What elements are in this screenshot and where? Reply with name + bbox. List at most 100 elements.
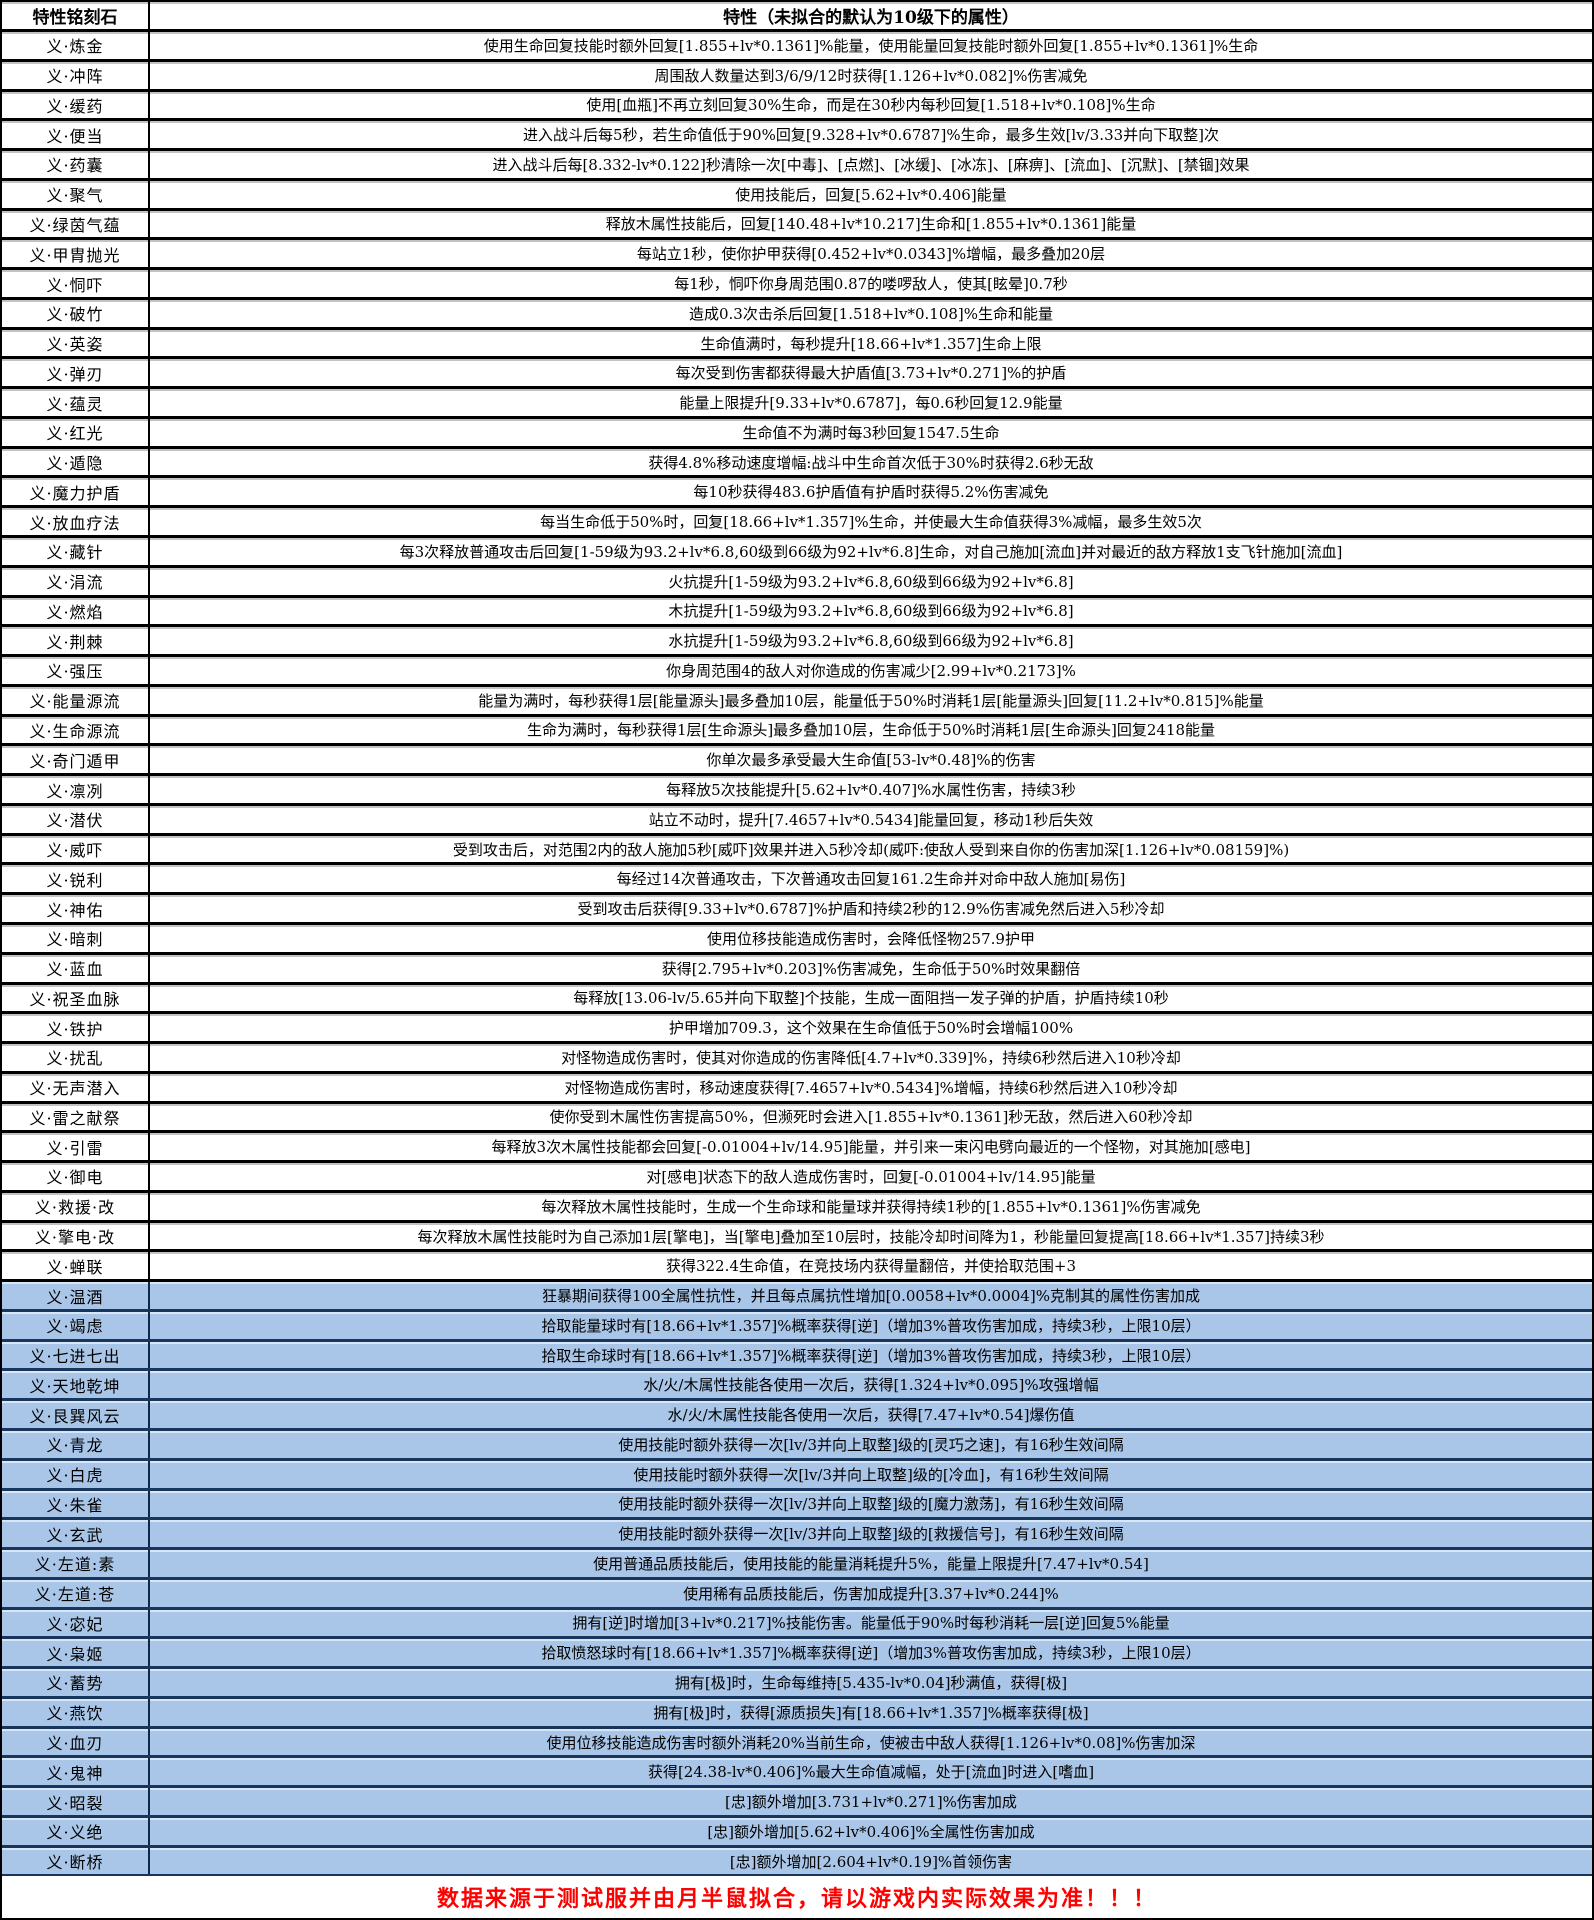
- stone-name-cell[interactable]: 义·藏针: [2, 538, 150, 565]
- stone-name-cell[interactable]: 义·英姿: [2, 329, 150, 357]
- stone-name-cell[interactable]: 义·弹刃: [2, 359, 150, 387]
- trait-desc-cell[interactable]: 水/火/木属性技能各使用一次后，获得[1.324+lv*0.095]%攻强增幅: [150, 1371, 1592, 1398]
- trait-desc-cell[interactable]: 每次受到伤害都获得最大护盾值[3.73+lv*0.271]%的护盾: [150, 359, 1592, 386]
- trait-desc-cell[interactable]: 获得[2.795+lv*0.203]%伤害减免，生命低于50%时效果翻倍: [150, 955, 1592, 982]
- stone-name-cell[interactable]: 义·蓄势: [2, 1669, 150, 1696]
- trait-desc-cell[interactable]: 周围敌人数量达到3/6/9/12时获得[1.126+lv*0.082]%伤害减免: [150, 62, 1592, 89]
- trait-desc-cell[interactable]: 释放木属性技能后，回复[140.48+lv*10.217]生命和[1.855+l…: [150, 211, 1592, 238]
- trait-desc-cell[interactable]: 拾取生命球时有[18.66+lv*1.357]%概率获得[逆]（增加3%普攻伤害…: [150, 1342, 1592, 1369]
- stone-name-cell[interactable]: 义·义绝: [2, 1817, 150, 1845]
- stone-name-cell[interactable]: 义·断桥: [2, 1847, 150, 1875]
- stone-name-cell[interactable]: 义·破竹: [2, 299, 150, 327]
- trait-desc-cell[interactable]: [忠]额外增加[2.604+lv*0.19]%首领伤害: [150, 1848, 1592, 1875]
- stone-name-cell[interactable]: 义·聚气: [2, 180, 150, 208]
- stone-name-cell[interactable]: 义·救援·改: [2, 1192, 150, 1220]
- trait-desc-cell[interactable]: 对怪物造成伤害时，使其对你造成的伤害降低[4.7+lv*0.339]%，持续6秒…: [150, 1044, 1592, 1071]
- stone-name-cell[interactable]: 义·甲胄抛光: [2, 240, 150, 268]
- trait-desc-cell[interactable]: 使用位移技能造成伤害时额外消耗20%当前生命，使被击中敌人获得[1.126+lv…: [150, 1729, 1592, 1756]
- stone-name-cell[interactable]: 义·朱雀: [2, 1490, 150, 1518]
- stone-name-cell[interactable]: 义·蕴灵: [2, 389, 150, 416]
- stone-name-cell[interactable]: 义·暗刺: [2, 924, 150, 952]
- stone-name-cell[interactable]: 义·凛冽: [2, 776, 150, 803]
- stone-name-cell[interactable]: 义·燃焰: [2, 597, 150, 625]
- trait-desc-cell[interactable]: 每10秒获得483.6护盾值有护盾时获得5.2%伤害减免: [150, 478, 1592, 505]
- trait-desc-cell[interactable]: 生命值满时，每秒提升[18.66+lv*1.357]生命上限: [150, 330, 1592, 357]
- trait-desc-cell[interactable]: 获得322.4生命值，在竞技场内获得量翻倍，并使拾取范围+3: [150, 1252, 1592, 1279]
- stone-name-cell[interactable]: 义·扰乱: [2, 1044, 150, 1071]
- stone-name-cell[interactable]: 义·燕饮: [2, 1698, 150, 1726]
- trait-desc-cell[interactable]: 每释放3次木属性技能都会回复[-0.01004+lv/14.95]能量，并引来一…: [150, 1133, 1592, 1160]
- stone-name-cell[interactable]: 义·枭姬: [2, 1639, 150, 1667]
- trait-desc-cell[interactable]: 你单次最多承受最大生命值[53-lv*0.48]%的伤害: [150, 746, 1592, 773]
- stone-name-cell[interactable]: 义·蝉联: [2, 1252, 150, 1280]
- trait-desc-cell[interactable]: 获得[24.38-lv*0.406]%最大生命值减幅，处于[流血]时进入[嗜血]: [150, 1758, 1592, 1785]
- trait-desc-cell[interactable]: 每次释放木属性技能时为自己添加1层[擎电]，当[擎电]叠加至10层时，技能冷却时…: [150, 1223, 1592, 1250]
- header-cell-stone-name[interactable]: 特性铭刻石: [2, 2, 150, 29]
- stone-name-cell[interactable]: 义·左道:素: [2, 1550, 150, 1577]
- trait-desc-cell[interactable]: 获得4.8%移动速度增幅:战斗中生命首次低于30%时获得2.6秒无敌: [150, 449, 1592, 476]
- stone-name-cell[interactable]: 义·放血疗法: [2, 508, 150, 536]
- stone-name-cell[interactable]: 义·缓药: [2, 91, 150, 119]
- stone-name-cell[interactable]: 义·左道:苍: [2, 1579, 150, 1607]
- stone-name-cell[interactable]: 义·恫吓: [2, 270, 150, 297]
- trait-desc-cell[interactable]: 使用技能后，回复[5.62+lv*0.406]能量: [150, 181, 1592, 208]
- trait-desc-cell[interactable]: 使用技能时额外获得一次[lv/3并向上取整]级的[魔力激荡]，有16秒生效间隔: [150, 1491, 1592, 1518]
- stone-name-cell[interactable]: 义·冲阵: [2, 61, 150, 89]
- stone-name-cell[interactable]: 义·绿茵气蕴: [2, 210, 150, 238]
- stone-name-cell[interactable]: 义·涓流: [2, 567, 150, 595]
- trait-desc-cell[interactable]: 每1秒，恫吓你身周范围0.87的喽啰敌人，使其[眩晕]0.7秒: [150, 270, 1592, 297]
- trait-desc-cell[interactable]: 拥有[极]时，获得[源质损失]有[18.66+lv*1.357]%概率获得[极]: [150, 1699, 1592, 1726]
- stone-name-cell[interactable]: 义·擎电·改: [2, 1222, 150, 1250]
- stone-name-cell[interactable]: 义·祝圣血脉: [2, 984, 150, 1012]
- stone-name-cell[interactable]: 义·竭虑: [2, 1311, 150, 1339]
- trait-desc-cell[interactable]: 每当生命低于50%时，回复[18.66+lv*1.357]%生命，并使最大生命值…: [150, 508, 1592, 535]
- stone-name-cell[interactable]: 义·炼金: [2, 32, 150, 59]
- trait-desc-cell[interactable]: 使用[血瓶]不再立刻回复30%生命，而是在30秒内每秒回复[1.518+lv*0…: [150, 92, 1592, 119]
- stone-name-cell[interactable]: 义·鬼神: [2, 1758, 150, 1786]
- trait-desc-cell[interactable]: 受到攻击后，对范围2内的敌人施加5秒[威吓]效果并进入5秒冷却(威吓:使敌人受到…: [150, 836, 1592, 863]
- trait-desc-cell[interactable]: 生命值不为满时每3秒回复1547.5生命: [150, 419, 1592, 446]
- stone-name-cell[interactable]: 义·青龙: [2, 1430, 150, 1458]
- trait-desc-cell[interactable]: 每经过14次普通攻击，下次普通攻击回复161.2生命并对命中敌人施加[易伤]: [150, 865, 1592, 892]
- stone-name-cell[interactable]: 义·七进七出: [2, 1341, 150, 1369]
- trait-desc-cell[interactable]: 每站立1秒，使你护甲获得[0.452+lv*0.0343]%增幅，最多叠加20层: [150, 240, 1592, 267]
- stone-name-cell[interactable]: 义·荆棘: [2, 627, 150, 655]
- trait-desc-cell[interactable]: 对[感电]状态下的敌人造成伤害时，回复[-0.01004+lv/14.95]能量: [150, 1163, 1592, 1190]
- trait-desc-cell[interactable]: 造成0.3次击杀后回复[1.518+lv*0.108]%生命和能量: [150, 300, 1592, 327]
- stone-name-cell[interactable]: 义·红光: [2, 418, 150, 446]
- trait-desc-cell[interactable]: 进入战斗后每5秒，若生命值低于90%回复[9.328+lv*0.6787]%生命…: [150, 121, 1592, 148]
- stone-name-cell[interactable]: 义·天地乾坤: [2, 1371, 150, 1399]
- trait-desc-cell[interactable]: 拾取愤怒球时有[18.66+lv*1.357]%概率获得[逆]（增加3%普攻伤害…: [150, 1639, 1592, 1666]
- stone-name-cell[interactable]: 义·宓妃: [2, 1609, 150, 1637]
- stone-name-cell[interactable]: 义·威吓: [2, 835, 150, 863]
- trait-desc-cell[interactable]: 使你受到木属性伤害提高50%，但濒死时会进入[1.855+lv*0.1361]秒…: [150, 1104, 1592, 1131]
- trait-desc-cell[interactable]: 进入战斗后每[8.332-lv*0.122]秒清除一次[中毒]、[点燃]、[冰缓…: [150, 151, 1592, 178]
- trait-desc-cell[interactable]: 水抗提升[1-59级为93.2+lv*6.8,60级到66级为92+lv*6.8…: [150, 627, 1592, 654]
- stone-name-cell[interactable]: 义·生命源流: [2, 716, 150, 744]
- trait-desc-cell[interactable]: 狂暴期间获得100全属性抗性，并且每点属抗性增加[0.0058+lv*0.000…: [150, 1282, 1592, 1309]
- trait-desc-cell[interactable]: 使用生命回复技能时额外回复[1.855+lv*0.1361]%能量，使用能量回复…: [150, 32, 1592, 59]
- stone-name-cell[interactable]: 义·白虎: [2, 1460, 150, 1488]
- trait-desc-cell[interactable]: [忠]额外增加[3.731+lv*0.271]%伤害加成: [150, 1788, 1592, 1815]
- trait-desc-cell[interactable]: 拥有[逆]时增加[3+lv*0.217]%技能伤害。能量低于90%时每秒消耗一层…: [150, 1610, 1592, 1637]
- trait-desc-cell[interactable]: 能量上限提升[9.33+lv*0.6787]，每0.6秒回复12.9能量: [150, 389, 1592, 416]
- trait-desc-cell[interactable]: 站立不动时，提升[7.4657+lv*0.5434]能量回复，移动1秒后失效: [150, 806, 1592, 833]
- trait-desc-cell[interactable]: 使用技能时额外获得一次[lv/3并向上取整]级的[冷血]，有16秒生效间隔: [150, 1461, 1592, 1488]
- stone-name-cell[interactable]: 义·神佑: [2, 895, 150, 922]
- stone-name-cell[interactable]: 义·艮巽风云: [2, 1401, 150, 1428]
- trait-desc-cell[interactable]: 你身周范围4的敌人对你造成的伤害减少[2.99+lv*0.2173]%: [150, 657, 1592, 684]
- stone-name-cell[interactable]: 义·锐利: [2, 865, 150, 893]
- trait-desc-cell[interactable]: [忠]额外增加[5.62+lv*0.406]%全属性伤害加成: [150, 1818, 1592, 1845]
- trait-desc-cell[interactable]: 木抗提升[1-59级为93.2+lv*6.8,60级到66级为92+lv*6.8…: [150, 598, 1592, 625]
- trait-desc-cell[interactable]: 能量为满时，每秒获得1层[能量源头]最多叠加10层，能量低于50%时消耗1层[能…: [150, 687, 1592, 714]
- header-cell-trait-desc[interactable]: 特性（未拟合的默认为10级下的属性）: [150, 2, 1592, 29]
- stone-name-cell[interactable]: 义·魔力护盾: [2, 478, 150, 506]
- trait-desc-cell[interactable]: 生命为满时，每秒获得1层[生命源头]最多叠加10层，生命低于50%时消耗1层[生…: [150, 717, 1592, 744]
- stone-name-cell[interactable]: 义·遁隐: [2, 448, 150, 476]
- trait-desc-cell[interactable]: 受到攻击后获得[9.33+lv*0.6787]%护盾和持续2秒的12.9%伤害减…: [150, 895, 1592, 922]
- trait-desc-cell[interactable]: 火抗提升[1-59级为93.2+lv*6.8,60级到66级为92+lv*6.8…: [150, 568, 1592, 595]
- stone-name-cell[interactable]: 义·强压: [2, 657, 150, 684]
- trait-desc-cell[interactable]: 使用稀有品质技能后，伤害加成提升[3.37+lv*0.244]%: [150, 1580, 1592, 1607]
- stone-name-cell[interactable]: 义·雷之献祭: [2, 1103, 150, 1131]
- trait-desc-cell[interactable]: 拾取能量球时有[18.66+lv*1.357]%概率获得[逆]（增加3%普攻伤害…: [150, 1312, 1592, 1339]
